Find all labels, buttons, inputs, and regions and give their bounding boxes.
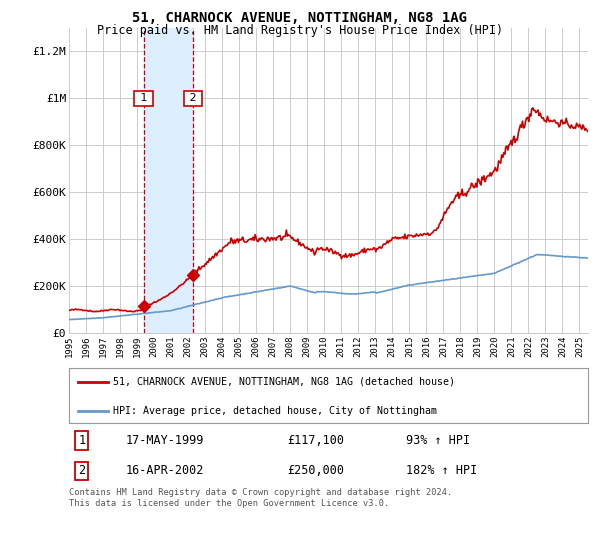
Text: 2: 2 [79,464,86,478]
Text: 1: 1 [79,433,86,447]
Text: 182% ↑ HPI: 182% ↑ HPI [406,464,478,478]
Text: 17-MAY-1999: 17-MAY-1999 [126,433,205,447]
Text: 2: 2 [186,94,200,104]
Text: 93% ↑ HPI: 93% ↑ HPI [406,433,470,447]
Text: 1: 1 [137,94,151,104]
Text: 51, CHARNOCK AVENUE, NOTTINGHAM, NG8 1AG (detached house): 51, CHARNOCK AVENUE, NOTTINGHAM, NG8 1AG… [113,377,455,386]
Text: 16-APR-2002: 16-APR-2002 [126,464,205,478]
Text: HPI: Average price, detached house, City of Nottingham: HPI: Average price, detached house, City… [113,406,437,416]
Bar [143,28,193,333]
Text: £117,100: £117,100 [287,433,344,447]
Text: £250,000: £250,000 [287,464,344,478]
Text: Price paid vs. HM Land Registry's House Price Index (HPI): Price paid vs. HM Land Registry's House … [97,24,503,36]
Text: Contains HM Land Registry data © Crown copyright and database right 2024.
This d: Contains HM Land Registry data © Crown c… [69,488,452,508]
Text: 51, CHARNOCK AVENUE, NOTTINGHAM, NG8 1AG: 51, CHARNOCK AVENUE, NOTTINGHAM, NG8 1AG [133,11,467,25]
